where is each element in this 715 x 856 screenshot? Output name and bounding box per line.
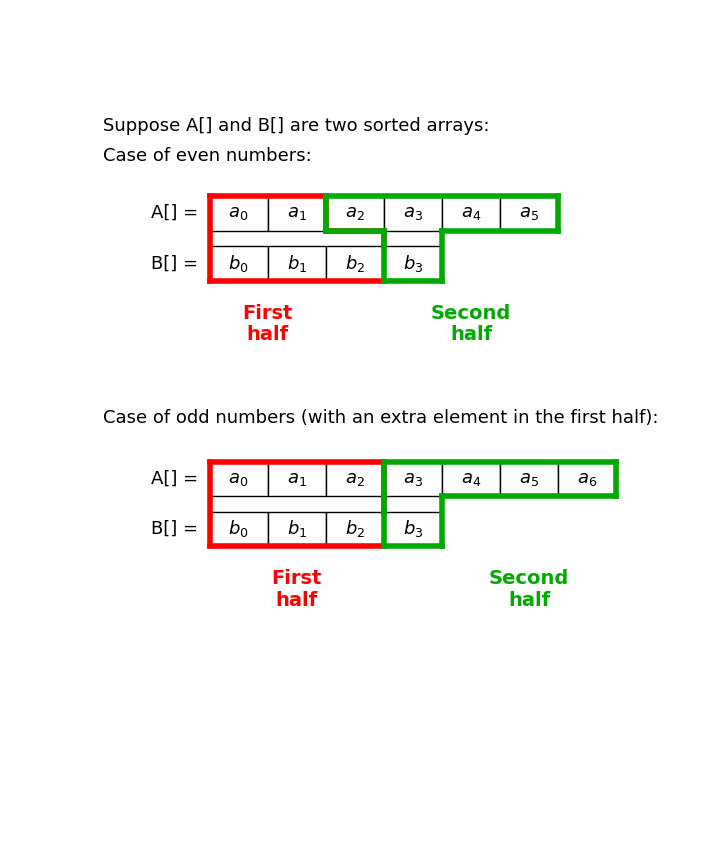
Text: Suppose A[] and B[] are two sorted arrays:: Suppose A[] and B[] are two sorted array…	[104, 116, 490, 134]
Text: half: half	[247, 325, 289, 344]
Bar	[384, 461, 442, 496]
Text: $b_{0}$: $b_{0}$	[228, 519, 249, 539]
Bar	[267, 512, 326, 546]
Text: Second: Second	[489, 569, 569, 588]
Bar	[442, 461, 500, 496]
Text: B[] =: B[] =	[151, 254, 198, 272]
Bar	[267, 461, 326, 496]
Text: Case of even numbers:: Case of even numbers:	[104, 147, 312, 165]
Text: $a_{0}$: $a_{0}$	[229, 470, 249, 488]
Text: $b_{3}$: $b_{3}$	[403, 519, 423, 539]
Text: $a_{3}$: $a_{3}$	[403, 470, 423, 488]
Bar	[209, 461, 267, 496]
Text: $b_{1}$: $b_{1}$	[287, 253, 307, 274]
Text: Case of odd numbers (with an extra element in the first half):: Case of odd numbers (with an extra eleme…	[104, 409, 659, 427]
Bar	[500, 461, 558, 496]
Text: $a_{5}$: $a_{5}$	[519, 470, 539, 488]
Bar	[209, 512, 267, 546]
Bar	[267, 246, 326, 281]
Bar	[384, 512, 442, 546]
Bar	[209, 196, 267, 230]
Text: $b_{2}$: $b_{2}$	[345, 519, 365, 539]
Text: $a_{3}$: $a_{3}$	[403, 205, 423, 223]
Bar	[500, 196, 558, 230]
Bar	[209, 246, 267, 281]
Text: B[] =: B[] =	[151, 520, 198, 538]
Text: $a_{6}$: $a_{6}$	[577, 470, 598, 488]
Text: Second: Second	[431, 304, 511, 323]
Bar	[326, 246, 384, 281]
Text: First: First	[272, 569, 322, 588]
Bar	[326, 512, 384, 546]
Text: $a_{4}$: $a_{4}$	[461, 470, 481, 488]
Text: $a_{2}$: $a_{2}$	[345, 205, 365, 223]
Text: First: First	[242, 304, 293, 323]
Text: A[] =: A[] =	[151, 205, 198, 223]
Bar	[558, 461, 616, 496]
Bar	[384, 196, 442, 230]
Text: $b_{3}$: $b_{3}$	[403, 253, 423, 274]
Text: $a_{1}$: $a_{1}$	[287, 205, 307, 223]
Text: $a_{0}$: $a_{0}$	[229, 205, 249, 223]
Text: $a_{5}$: $a_{5}$	[519, 205, 539, 223]
Text: half: half	[450, 325, 492, 344]
Text: $a_{1}$: $a_{1}$	[287, 470, 307, 488]
Text: $b_{2}$: $b_{2}$	[345, 253, 365, 274]
Bar	[326, 461, 384, 496]
Text: $b_{1}$: $b_{1}$	[287, 519, 307, 539]
Bar	[384, 246, 442, 281]
Text: $b_{0}$: $b_{0}$	[228, 253, 249, 274]
Text: $a_{2}$: $a_{2}$	[345, 470, 365, 488]
Bar	[267, 196, 326, 230]
Bar	[442, 196, 500, 230]
Text: half: half	[275, 591, 317, 610]
Bar	[326, 196, 384, 230]
Text: half: half	[508, 591, 551, 610]
Text: A[] =: A[] =	[151, 470, 198, 488]
Text: $a_{4}$: $a_{4}$	[461, 205, 481, 223]
